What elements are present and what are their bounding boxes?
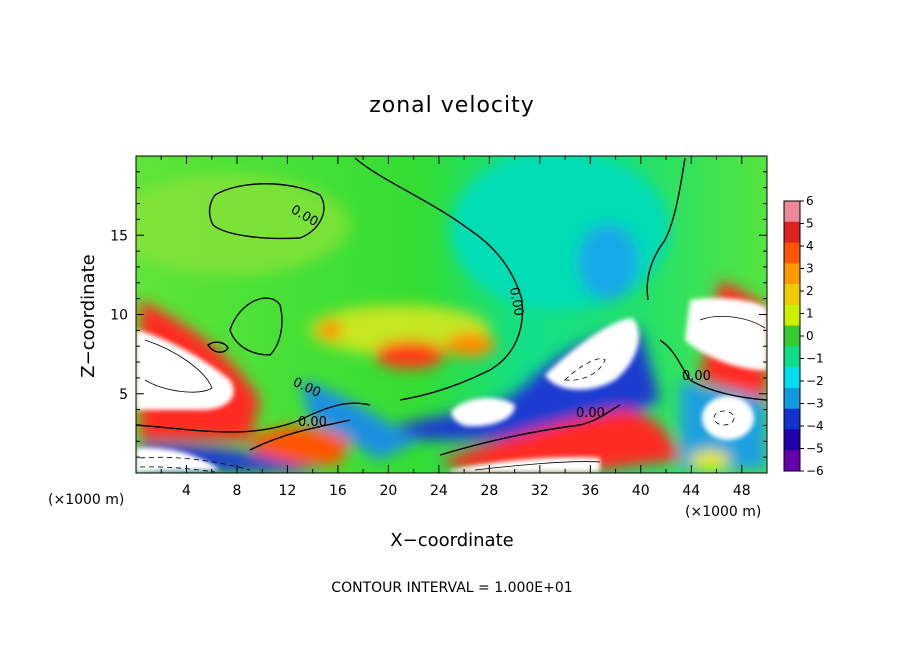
colorbar-swatch xyxy=(784,201,800,223)
x-unit-label-right: (×1000 m) xyxy=(685,504,761,520)
colorbar-swatch xyxy=(784,284,800,306)
colorbar-swatch xyxy=(784,408,800,430)
colorbar-tick-label: 4 xyxy=(806,239,814,253)
colorbar-tick-label: 3 xyxy=(806,262,814,276)
chart-title: zonal velocity xyxy=(369,93,535,118)
y-axis-label: Z−coordinate xyxy=(78,254,99,377)
x-tick-label: 12 xyxy=(279,483,297,499)
x-tick-label: 8 xyxy=(232,483,241,499)
x-tick-label: 20 xyxy=(379,483,397,499)
colorbar-swatch xyxy=(784,263,800,285)
colorbar-tick-label: −2 xyxy=(806,374,824,388)
x-tick-label: 48 xyxy=(733,483,751,499)
x-tick-label: 32 xyxy=(531,483,549,499)
colorbar-tick-label: −3 xyxy=(806,397,824,411)
x-axis-label: X−coordinate xyxy=(390,530,513,551)
y-tick-label: 5 xyxy=(119,387,128,403)
contour-label: 0.00 xyxy=(576,406,605,421)
y-tick-label: 15 xyxy=(110,228,128,244)
colorbar-tick-label: −5 xyxy=(806,442,824,456)
x-tick-label: 4 xyxy=(182,483,191,499)
colorbar-tick-label: −4 xyxy=(806,419,824,433)
x-tick-label: 24 xyxy=(430,483,448,499)
contour-label: 0.00 xyxy=(298,415,327,430)
colorbar-tick-label: 1 xyxy=(806,307,814,321)
x-unit-label: (×1000 m) xyxy=(48,492,124,508)
colorbar-tick-label: 6 xyxy=(806,194,814,208)
x-tick-label: 44 xyxy=(682,483,700,499)
contour-label: 0.00 xyxy=(682,369,711,384)
colorbar-swatch xyxy=(784,367,800,389)
colorbar-swatch xyxy=(784,429,800,451)
colorbar-swatch xyxy=(784,346,800,368)
x-tick-label: 28 xyxy=(480,483,498,499)
colorbar: 6 5 4 3 2 1 0 −1 −2 −3 −4 −5 −6 xyxy=(783,194,824,478)
heatmap-field: 0.00 0.00 0.00 0.00 0.00 0.00 xyxy=(136,156,767,473)
colorbar-swatch xyxy=(784,304,800,327)
colorbar-swatch xyxy=(784,450,800,472)
colorbar-tick-label: −6 xyxy=(806,464,824,478)
contour-label: 0.00 xyxy=(506,286,526,317)
x-tick-label: 36 xyxy=(581,483,599,499)
colorbar-swatch xyxy=(784,221,800,244)
x-tick-label: 40 xyxy=(632,483,650,499)
colorbar-swatch xyxy=(784,242,800,264)
y-tick-label: 10 xyxy=(110,308,128,324)
colorbar-tick-label: 0 xyxy=(806,329,814,343)
contour-interval: CONTOUR INTERVAL = 1.000E+01 xyxy=(331,580,572,596)
colorbar-tick-label: −1 xyxy=(806,352,824,366)
colorbar-tick-label: 5 xyxy=(806,217,814,231)
colorbar-swatch xyxy=(784,387,800,410)
x-tick-label: 16 xyxy=(329,483,347,499)
colorbar-swatch xyxy=(784,325,800,347)
colorbar-tick-label: 2 xyxy=(806,284,814,298)
